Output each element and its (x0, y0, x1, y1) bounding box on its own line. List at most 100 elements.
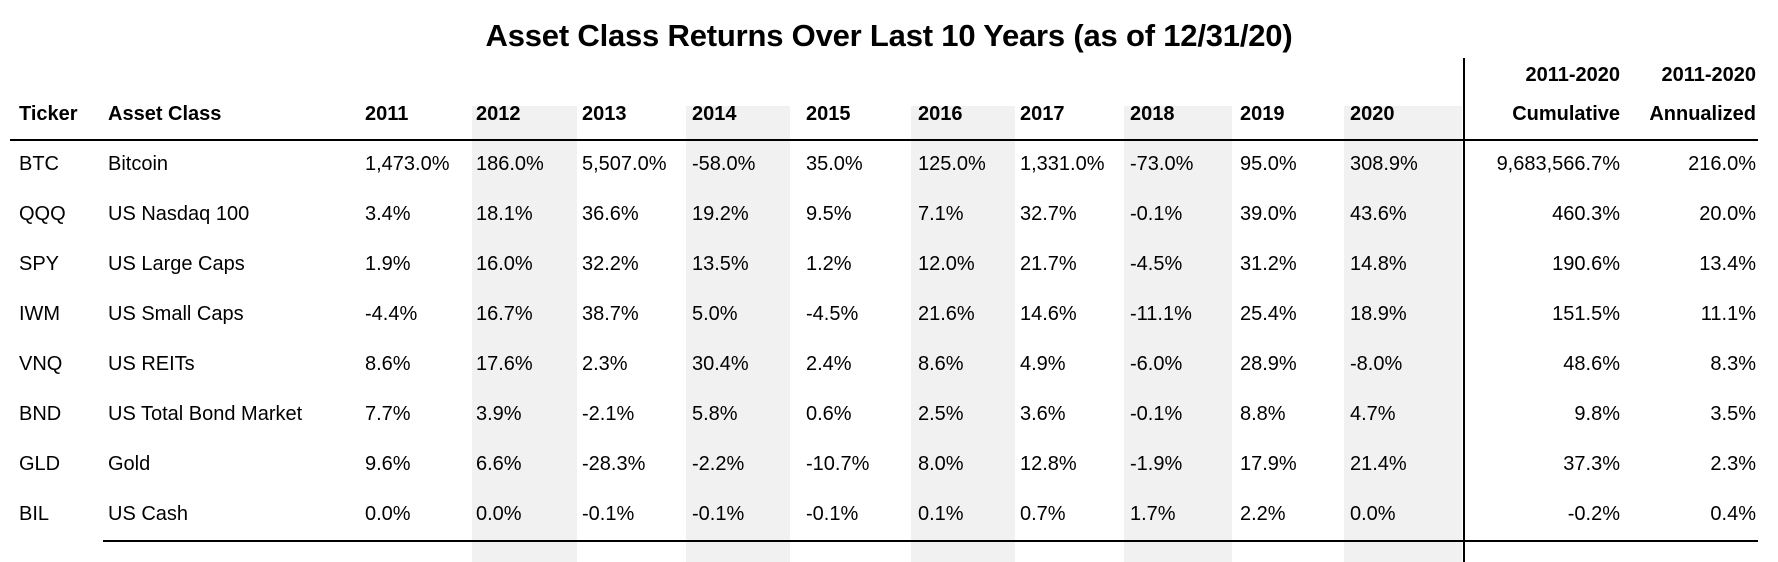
return-cell: 3.6% (1020, 403, 1066, 425)
return-cell: -73.0% (1130, 153, 1194, 175)
header-year: 2019 (1240, 103, 1285, 125)
return-cell: 8.6% (918, 353, 964, 375)
return-cell: 8.8% (1240, 403, 1286, 425)
return-cell: 38.7% (582, 303, 639, 325)
return-cell: -58.0% (692, 153, 756, 175)
return-cell: -4.5% (1130, 253, 1183, 275)
shaded-column-band (472, 106, 577, 562)
return-cell: 17.6% (476, 353, 533, 375)
header-year: 2012 (476, 103, 521, 125)
return-cell: 0.7% (1020, 503, 1066, 525)
return-cell: -0.1% (582, 503, 635, 525)
header-ticker: Ticker (19, 103, 78, 125)
return-cell: 7.1% (918, 203, 964, 225)
annualized-cell: 20.0% (1699, 203, 1756, 225)
annualized-cell: 13.4% (1699, 253, 1756, 275)
return-cell: 8.6% (365, 353, 411, 375)
header-underline (10, 139, 1758, 141)
asset-class-cell: Gold (108, 453, 151, 475)
return-cell: 2.4% (806, 353, 852, 375)
return-cell: 43.6% (1350, 203, 1407, 225)
return-cell: 125.0% (918, 153, 986, 175)
shaded-column-band (911, 106, 1015, 562)
return-cell: 32.7% (1020, 203, 1077, 225)
header-year: 2014 (692, 103, 737, 125)
return-cell: 13.5% (692, 253, 749, 275)
header-year: 2013 (582, 103, 627, 125)
return-cell: 9.5% (806, 203, 852, 225)
return-cell: -10.7% (806, 453, 870, 475)
cumulative-cell: 37.3% (1563, 453, 1620, 475)
return-cell: -6.0% (1130, 353, 1183, 375)
return-cell: -4.5% (806, 303, 859, 325)
asset-class-cell: US REITs (108, 353, 195, 375)
return-cell: 0.0% (1350, 503, 1396, 525)
annualized-cell: 8.3% (1710, 353, 1756, 375)
return-cell: 32.2% (582, 253, 639, 275)
return-cell: -0.1% (806, 503, 859, 525)
return-cell: 6.6% (476, 453, 522, 475)
ticker-cell: BND (19, 403, 62, 425)
return-cell: 19.2% (692, 203, 749, 225)
return-cell: 3.9% (476, 403, 522, 425)
ticker-cell: IWM (19, 303, 61, 325)
return-cell: 1.2% (806, 253, 852, 275)
annualized-cell: 216.0% (1688, 153, 1756, 175)
asset-class-cell: US Small Caps (108, 303, 244, 325)
header-asset-class: Asset Class (108, 103, 222, 125)
asset-class-cell: Bitcoin (108, 153, 169, 175)
return-cell: -28.3% (582, 453, 646, 475)
return-cell: -0.1% (1130, 203, 1183, 225)
return-cell: 36.6% (582, 203, 639, 225)
cumulative-cell: 190.6% (1552, 253, 1620, 275)
return-cell: 14.8% (1350, 253, 1407, 275)
header-cumulative: Cumulative (1512, 103, 1620, 125)
return-cell: 3.4% (365, 203, 411, 225)
asset-class-cell: US Total Bond Market (108, 403, 303, 425)
ticker-cell: GLD (19, 453, 61, 475)
return-cell: -11.1% (1130, 303, 1192, 325)
return-cell: 21.6% (918, 303, 975, 325)
shaded-column-band (1344, 106, 1462, 562)
return-cell: 1,331.0% (1020, 153, 1105, 175)
return-cell: 12.0% (918, 253, 975, 275)
return-cell: 21.4% (1350, 453, 1407, 475)
cumulative-cell: 460.3% (1552, 203, 1620, 225)
return-cell: 35.0% (806, 153, 863, 175)
return-cell: 5.0% (692, 303, 738, 325)
ticker-cell: BTC (19, 153, 59, 175)
return-cell: 25.4% (1240, 303, 1297, 325)
ticker-cell: BIL (19, 503, 50, 525)
return-cell: 308.9% (1350, 153, 1418, 175)
header-year: 2020 (1350, 103, 1395, 125)
return-cell: -2.1% (582, 403, 635, 425)
table-title: Asset Class Returns Over Last 10 Years (… (485, 18, 1293, 53)
return-cell: 18.1% (476, 203, 533, 225)
return-cell: -0.1% (692, 503, 745, 525)
header-cumulative-range: 2011-2020 (1525, 64, 1620, 86)
asset-class-cell: US Nasdaq 100 (108, 203, 250, 225)
return-cell: 0.1% (918, 503, 964, 525)
header-annualized: Annualized (1649, 103, 1756, 125)
return-cell: 7.7% (365, 403, 411, 425)
return-cell: 0.6% (806, 403, 852, 425)
return-cell: 16.7% (476, 303, 533, 325)
return-cell: 39.0% (1240, 203, 1297, 225)
return-cell: 16.0% (476, 253, 533, 275)
return-cell: 31.2% (1240, 253, 1297, 275)
return-cell: 1.7% (1130, 503, 1176, 525)
asset-class-cell: US Large Caps (108, 253, 245, 275)
annualized-cell: 2.3% (1710, 453, 1756, 475)
return-cell: 4.9% (1020, 353, 1066, 375)
return-cell: 8.0% (918, 453, 964, 475)
return-cell: 21.7% (1020, 253, 1077, 275)
shaded-column-band (686, 106, 790, 562)
cumulative-cell: -0.2% (1567, 503, 1620, 525)
cumulative-cell: 9.8% (1574, 403, 1620, 425)
header-year: 2016 (918, 103, 963, 125)
header-year: 2017 (1020, 103, 1065, 125)
return-cell: 4.7% (1350, 403, 1396, 425)
return-cell: 5.8% (692, 403, 738, 425)
return-cell: -8.0% (1350, 353, 1403, 375)
return-cell: 14.6% (1020, 303, 1077, 325)
